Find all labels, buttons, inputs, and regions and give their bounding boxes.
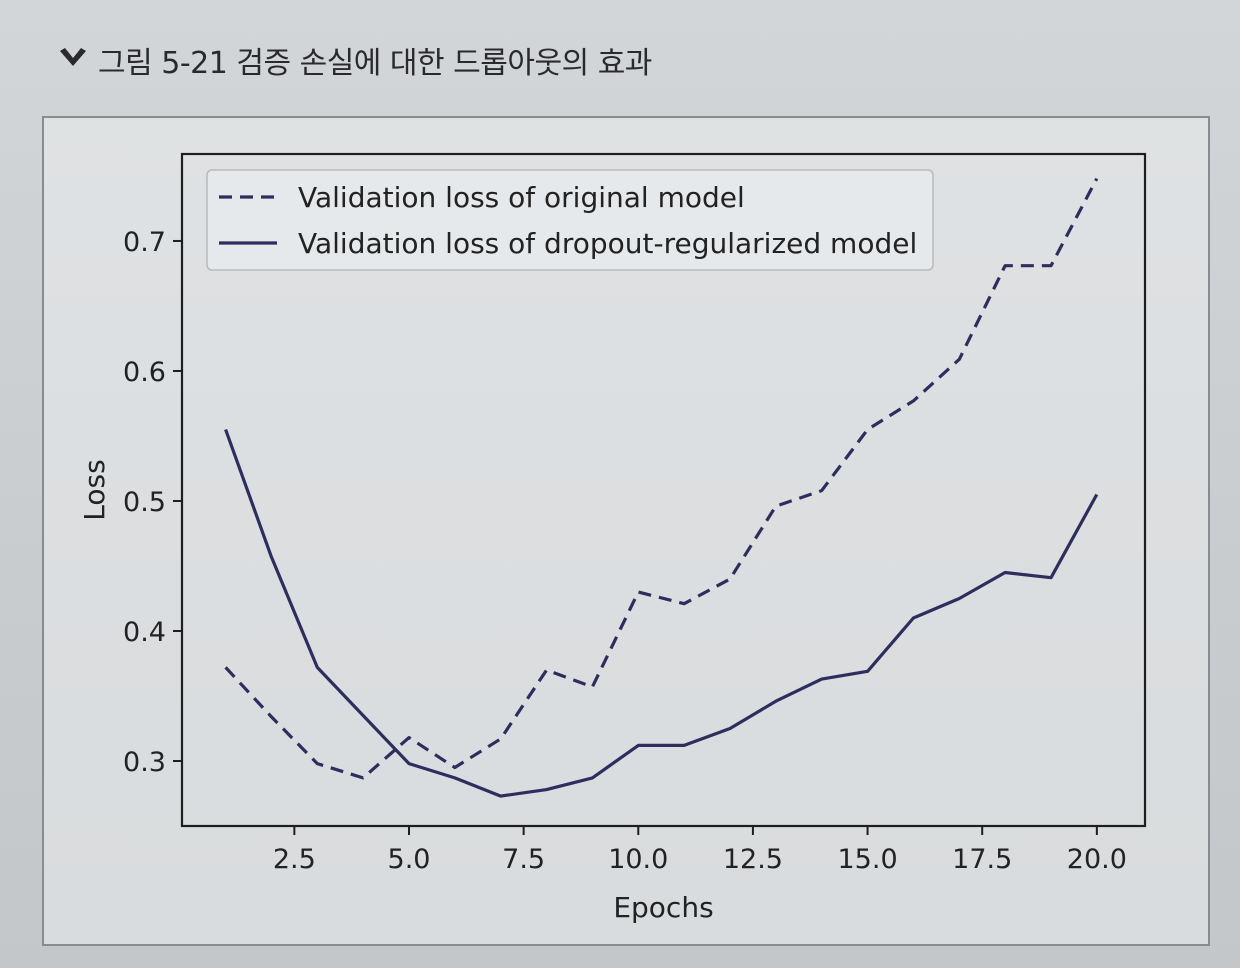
figure-caption: 그림 5-21 검증 손실에 대한 드롭아웃의 효과 xyxy=(58,38,652,82)
chevron-down-icon xyxy=(58,43,88,78)
y-axis-label: Loss xyxy=(78,459,111,520)
x-tick-label: 15.0 xyxy=(838,844,898,875)
legend-label: Validation loss of dropout-regularized m… xyxy=(298,227,917,260)
x-tick-label: 10.0 xyxy=(608,844,668,875)
y-tick-label: 0.6 xyxy=(123,357,166,388)
plot-area-frame xyxy=(180,152,1147,828)
x-tick-label: 12.5 xyxy=(723,844,783,875)
y-tick-label: 0.5 xyxy=(123,487,166,518)
series-line-original xyxy=(224,177,1099,780)
x-axis-label: Epochs xyxy=(613,891,713,924)
figure-caption-text: 그림 5-21 검증 손실에 대한 드롭아웃의 효과 xyxy=(98,46,652,81)
loss-chart: 2.5 5.0 7.5 10.0 12.5 15.0 17.5 20.0 0.3 0.4 0.5 0.… xyxy=(78,152,1147,924)
legend-box xyxy=(206,169,934,271)
y-tick-label: 0.3 xyxy=(123,747,166,778)
y-tick-label: 0.7 xyxy=(123,227,166,258)
x-tick-label: 2.5 xyxy=(273,844,316,875)
legend-label: Validation loss of original model xyxy=(298,181,745,214)
series-line-dropout xyxy=(224,428,1099,798)
x-tick-label: 20.0 xyxy=(1067,844,1127,875)
x-tick-label: 17.5 xyxy=(952,844,1012,875)
x-tick-label: 5.0 xyxy=(388,844,431,875)
x-tick-label: 7.5 xyxy=(502,844,545,875)
y-tick-label: 0.4 xyxy=(123,617,166,648)
figure-frame: 2.5 5.0 7.5 10.0 12.5 15.0 17.5 20.0 0.3 0.4 0.5 0.… xyxy=(42,116,1210,946)
